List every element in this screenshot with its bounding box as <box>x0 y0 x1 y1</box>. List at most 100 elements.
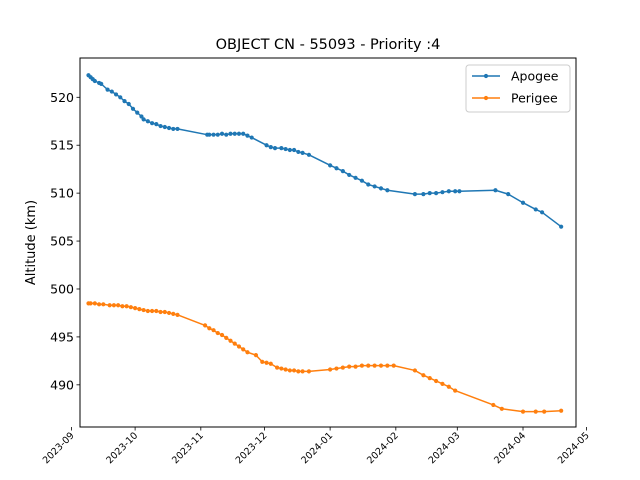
apogee-point <box>385 188 390 193</box>
apogee-point <box>105 87 110 92</box>
apogee-point <box>378 186 384 191</box>
perigee-point <box>434 378 439 384</box>
perigee-point <box>111 303 117 308</box>
apogee-legend-marker <box>483 73 489 79</box>
apogee-point <box>145 119 150 124</box>
apogee-point <box>366 182 371 187</box>
apogee-point <box>272 145 278 151</box>
perigee-point <box>228 338 233 343</box>
plot-area <box>86 73 564 414</box>
perigee-point <box>116 303 121 308</box>
apogee-point <box>539 210 545 215</box>
perigee-point <box>412 368 418 373</box>
apogee-point <box>166 125 172 131</box>
apogee-point <box>287 147 292 153</box>
apogee-point <box>141 117 146 122</box>
apogee-point <box>245 133 250 138</box>
apogee-point <box>291 147 297 153</box>
apogee-point <box>306 152 312 157</box>
apogee-point <box>533 207 538 212</box>
perigee-point <box>107 303 112 308</box>
perigee-point <box>491 402 496 408</box>
perigee-point <box>533 409 538 414</box>
perigee-point <box>268 361 273 366</box>
y-tick-label: 495 <box>50 329 74 344</box>
apogee-point <box>347 172 352 178</box>
perigee-point <box>391 363 396 368</box>
perigee-point <box>124 304 129 309</box>
apogee-point <box>232 131 237 136</box>
perigee-point <box>253 353 259 358</box>
perigee-point <box>166 310 172 316</box>
perigee-point <box>372 363 377 368</box>
perigee-point <box>427 376 432 381</box>
perigee-point <box>175 312 180 317</box>
perigee-point <box>171 311 176 316</box>
perigee-point <box>260 359 265 364</box>
perigee-point <box>149 308 155 314</box>
apogee-point <box>149 121 155 126</box>
perigee-point <box>300 369 305 374</box>
perigee-point <box>128 305 133 310</box>
perigee-point <box>328 367 333 372</box>
apogee-point <box>328 163 333 168</box>
perigee-point <box>385 363 390 368</box>
apogee-point <box>236 131 242 136</box>
apogee-point <box>453 189 458 194</box>
apogee-point <box>211 132 216 137</box>
apogee-point <box>113 92 119 97</box>
perigee-point <box>279 366 284 371</box>
apogee-legend-label: Apogee <box>511 69 559 84</box>
apogee-point <box>421 192 426 197</box>
perigee-point <box>245 350 250 355</box>
perigee-point <box>542 409 547 414</box>
chart-title: OBJECT CN - 55093 - Priority :4 <box>216 37 441 53</box>
apogee-point <box>264 143 269 148</box>
apogee-point <box>99 81 104 86</box>
apogee-point <box>92 78 97 84</box>
apogee-point <box>122 99 127 104</box>
perigee-point <box>440 381 445 386</box>
perigee-point <box>145 308 150 314</box>
perigee-point <box>291 368 297 373</box>
apogee-point <box>175 126 180 132</box>
apogee-point <box>126 101 131 107</box>
perigee-point <box>133 306 138 311</box>
perigee-point <box>207 326 212 331</box>
apogee-point <box>457 189 462 194</box>
perigee-point <box>101 302 106 307</box>
apogee-point <box>353 175 358 180</box>
apogee-point <box>228 131 233 136</box>
apogee-point <box>268 145 273 150</box>
y-tick-label: 520 <box>50 90 74 105</box>
apogee-point <box>219 131 225 136</box>
perigee-point <box>162 309 167 315</box>
perigee-point <box>446 384 451 389</box>
apogee-point <box>334 166 339 171</box>
apogee-point <box>296 149 301 155</box>
perigee-point <box>224 335 229 340</box>
perigee-point <box>120 304 125 309</box>
perigee-point <box>499 406 504 411</box>
perigee-point <box>236 344 242 349</box>
apogee-point <box>559 224 564 229</box>
perigee-point <box>96 302 102 307</box>
perigee-point <box>137 307 142 312</box>
perigee-point <box>202 323 208 328</box>
apogee-point <box>162 124 167 130</box>
perigee-point <box>520 409 526 414</box>
apogee-point <box>118 95 123 100</box>
y-tick-label: 510 <box>50 186 74 201</box>
perigee-point <box>334 366 339 371</box>
perigee-point <box>378 363 384 368</box>
perigee-point <box>366 363 371 368</box>
perigee-legend-label: Perigee <box>511 91 558 106</box>
apogee-point <box>154 122 159 127</box>
perigee-point <box>353 364 358 369</box>
apogee-point <box>340 169 345 174</box>
apogee-point <box>372 184 377 189</box>
perigee-point <box>241 347 246 352</box>
perigee-point <box>347 364 352 369</box>
perigee-point <box>232 341 237 346</box>
